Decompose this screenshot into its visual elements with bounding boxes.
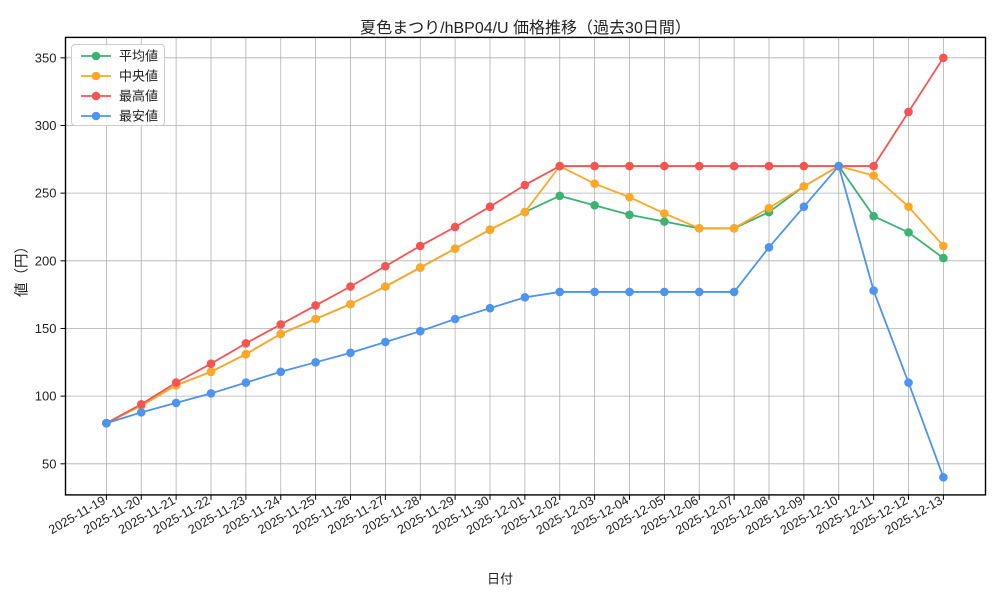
svg-text:中央値: 中央値 <box>119 69 158 84</box>
svg-text:最高値: 最高値 <box>119 89 158 104</box>
svg-text:平均値: 平均値 <box>119 49 158 64</box>
svg-text:最安値: 最安値 <box>119 109 158 124</box>
